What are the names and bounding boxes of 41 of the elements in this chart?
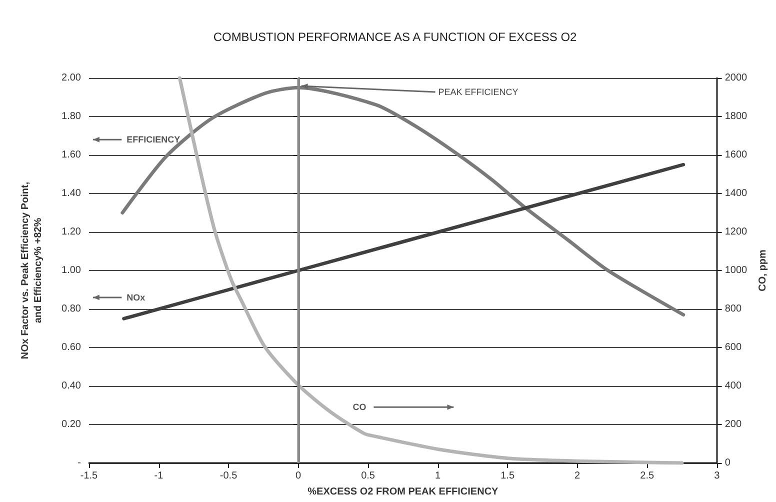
y2-tick-label: 400 [724,380,742,392]
series-label: NOx [126,292,146,302]
y2-tick-label: 600 [724,342,742,353]
x-tick-label: 1.5 [500,470,515,482]
x-tick-label: 0.5 [361,470,376,482]
y-tick-label: 1.20 [62,226,82,238]
y-axis-title: NOx Factor vs. Peak Efficiency Point, and Efficiency% +82% [20,182,44,360]
y2-tick-label: 200 [724,419,742,430]
x-tick-label: -1 [154,470,164,482]
y2-tick-label: 1000 [724,265,748,276]
chart-title: COMBUSTION PERFORMANCE AS A FUNCTION OF EXCESS O2 [213,30,578,44]
y-tick-label: 1.00 [62,265,82,276]
y-tick-label: 0.80 [62,304,82,314]
y2-tick-label: 1600 [724,150,748,160]
y-tick-label: 2.00 [62,72,82,84]
y-tick-label: 0.60 [62,342,82,353]
ref-line-label: PEAK EFFICIENCY [438,87,518,97]
y2-tick-label: 2000 [724,72,748,84]
y2-tick-label: 0 [724,458,731,468]
x-tick-label: 2.5 [640,470,654,482]
y2-axis-title: CO, ppm [758,250,768,292]
x-tick-label: 0 [296,470,302,482]
series-label: CO [352,402,366,412]
series-label: EFFICIENCY [126,134,180,145]
x-tick-label: 1 [435,470,442,482]
x-tick-label: 3 [714,470,720,482]
y2-tick-label: 1800 [724,111,748,122]
x-tick-label: -0.5 [220,470,238,482]
line-series [120,86,686,317]
x-axis-title: %EXCESS O2 FROM PEAK EFFICIENCY [308,486,499,498]
y-tick-label: - [78,458,81,468]
y-tick-label: 1.60 [62,150,82,160]
y-tick-label: 1.40 [62,188,82,199]
x-tick-label: -1.5 [80,470,98,482]
y-tick-label: 1.80 [62,111,82,122]
y-tick-label: 0.40 [62,380,82,392]
x-tick-label: 2 [574,470,581,482]
y2-tick-label: 1200 [724,226,748,238]
y2-tick-label: 1400 [724,188,748,199]
y-tick-label: 0.20 [62,419,82,430]
y2-tick-label: 800 [724,304,742,314]
